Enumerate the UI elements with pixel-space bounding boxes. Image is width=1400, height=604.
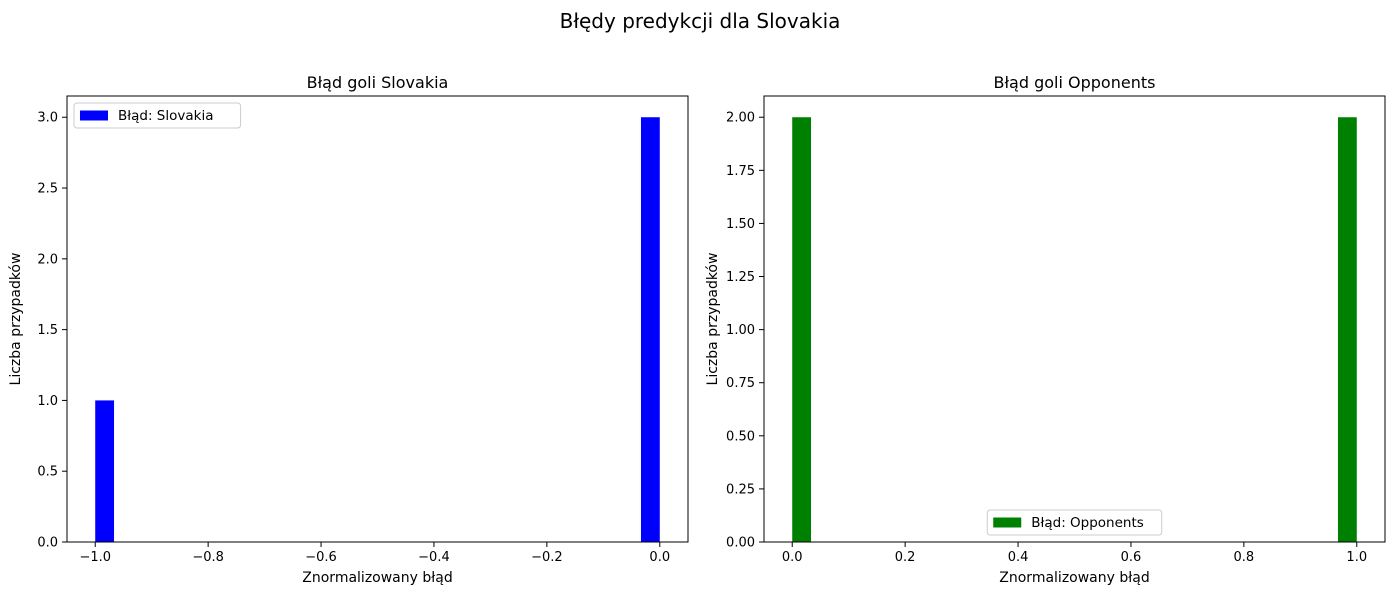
y-tick-label: 1.00: [726, 323, 755, 338]
histogram-bar: [640, 117, 660, 542]
axes-frame: [66, 95, 689, 543]
y-tick-label: 1.25: [726, 270, 755, 285]
x-axis-label: Znormalizowany błąd: [999, 570, 1149, 586]
x-tick-label: 1.0: [1346, 550, 1367, 565]
legend-swatch: [993, 517, 1022, 528]
figure-suptitle: Błędy predykcji dla Slovakia: [560, 9, 841, 33]
subplot-title: Błąd goli Slovakia: [307, 73, 449, 92]
x-tick-label: 0.2: [895, 550, 916, 565]
subplot-title: Błąd goli Opponents: [994, 73, 1156, 92]
subplot-opponents: 0.0 0.2 0.4 0.6 0.8 1.0 0.00 0.25 0.50 0.75 1.00 1.…: [705, 73, 1386, 586]
x-tick-label: −0.8: [192, 550, 224, 565]
histogram-bar: [792, 117, 812, 542]
y-axis-label: Liczba przypadków: [705, 253, 721, 386]
legend-label: Błąd: Slovakia: [118, 108, 213, 124]
y-axis-label: Liczba przypadków: [8, 253, 24, 386]
legend-label: Błąd: Opponents: [1031, 515, 1144, 531]
legend: Błąd: Opponents: [986, 509, 1163, 536]
y-tick-label: 0.25: [726, 482, 755, 497]
histogram-bar: [95, 400, 115, 542]
x-tick-label: −0.2: [531, 550, 563, 565]
axes-frame: [763, 95, 1386, 543]
y-tick-label: 3.0: [37, 111, 58, 126]
x-tick-label: −1.0: [79, 550, 111, 565]
y-tick-label: 0.50: [726, 429, 755, 444]
legend-swatch: [80, 110, 108, 121]
y-tick-label: 0.00: [726, 536, 755, 551]
y-tick-label: 0.5: [37, 465, 58, 480]
x-tick-label: 0.4: [1008, 550, 1029, 565]
x-tick-label: 0.0: [649, 550, 670, 565]
y-tick-label: 1.75: [726, 164, 755, 179]
x-tick-label: 0.0: [782, 550, 803, 565]
y-tick-label: 1.0: [37, 394, 58, 409]
legend: Błąd: Slovakia: [73, 102, 242, 129]
y-tick-label: 2.0: [37, 252, 58, 267]
x-tick-label: −0.4: [418, 550, 450, 565]
y-tick-label: 1.50: [726, 217, 755, 232]
subplot-slovakia: −1.0 −0.8 −0.6 −0.4 −0.2 0.0 0.0 0.5 1.0 1.5 2.0 2.…: [8, 73, 689, 586]
legend-frame: [73, 102, 242, 129]
histogram-bar: [1337, 117, 1357, 542]
y-tick-label: 2.00: [726, 111, 755, 126]
legend-frame: [986, 509, 1163, 536]
x-tick-label: 0.8: [1234, 550, 1255, 565]
y-tick-label: 1.5: [37, 323, 58, 338]
x-tick-label: −0.6: [305, 550, 337, 565]
x-axis-label: Znormalizowany błąd: [302, 570, 452, 586]
y-tick-label: 0.75: [726, 376, 755, 391]
x-tick-label: 0.6: [1121, 550, 1142, 565]
y-tick-label: 2.5: [37, 182, 58, 197]
y-tick-label: 0.0: [37, 536, 58, 551]
